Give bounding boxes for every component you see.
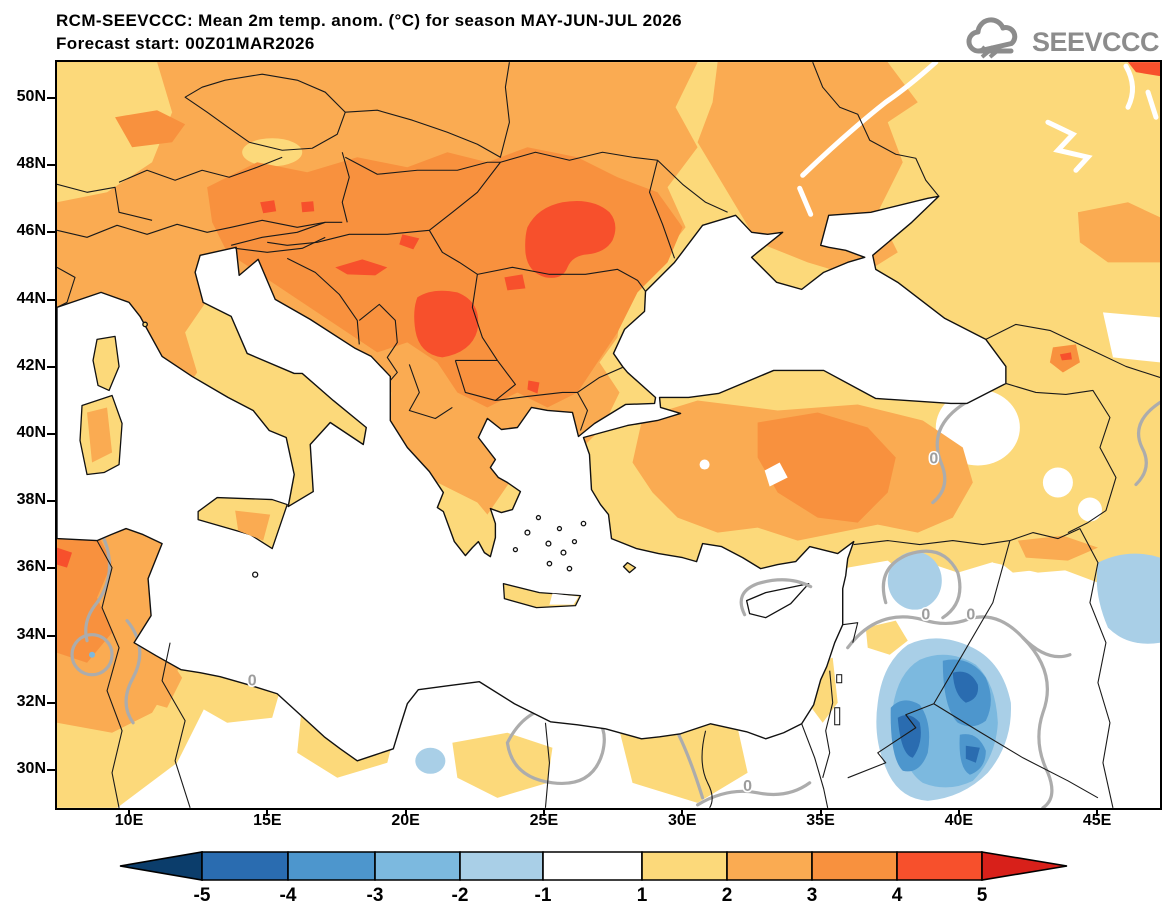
colorbar-tick-label: -3 xyxy=(367,885,384,906)
colorbar-tick-label: 4 xyxy=(892,885,903,906)
lat-tick xyxy=(47,433,55,435)
lat-tick xyxy=(47,635,55,637)
colorbar-arrow-left xyxy=(120,852,202,880)
lat-tick-label: 38N xyxy=(4,491,46,509)
lon-tick xyxy=(1096,808,1098,816)
lat-tick-label: 34N xyxy=(4,626,46,644)
lat-tick xyxy=(47,702,55,704)
lat-tick-label: 50N xyxy=(4,88,46,106)
colorbar-tick-label: 2 xyxy=(722,885,733,906)
zero-contour-label: 0 xyxy=(921,607,930,624)
colorbar-arrow-right xyxy=(982,852,1067,880)
zero-contour-label: 0 xyxy=(248,673,257,690)
title-line-1: RCM-SEEVCCC: Mean 2m temp. anom. (°C) fo… xyxy=(56,11,682,30)
lat-tick xyxy=(47,769,55,771)
lat-tick-label: 42N xyxy=(4,357,46,375)
lat-tick-label: 40N xyxy=(4,424,46,442)
colorbar-segment xyxy=(288,852,375,880)
colorbar-tick-label: -4 xyxy=(280,885,297,906)
colorbar-segment xyxy=(543,852,642,880)
colorbar-tick-label: 1 xyxy=(637,885,648,906)
lon-tick xyxy=(820,808,822,816)
lon-tick xyxy=(128,808,130,816)
colorbar-segment xyxy=(727,852,812,880)
zero-contour-label: 0 xyxy=(743,778,752,795)
colorbar-tick-label: -1 xyxy=(535,885,552,906)
colorbar-segment xyxy=(642,852,727,880)
colorbar-segment xyxy=(375,852,460,880)
lat-tick xyxy=(47,164,55,166)
lon-tick xyxy=(681,808,683,816)
lon-tick xyxy=(543,808,545,816)
colorbar: -5 -4 -3 -2 -1 1 2 3 4 5 xyxy=(0,844,1165,906)
lat-tick-label: 30N xyxy=(4,760,46,778)
colorbar-tick-label: 3 xyxy=(807,885,818,906)
lat-tick-label: 44N xyxy=(4,290,46,308)
lat-tick-label: 48N xyxy=(4,155,46,173)
colorbar-segment xyxy=(897,852,982,880)
colorbar-tick-label: 5 xyxy=(977,885,988,906)
title-line-2: Forecast start: 00Z01MAR2026 xyxy=(56,34,315,53)
lat-tick xyxy=(47,500,55,502)
map-frame: 0 0 0 0 0 xyxy=(55,60,1162,810)
map-canvas: 0 0 0 0 0 xyxy=(57,62,1160,808)
lat-tick xyxy=(47,231,55,233)
lon-tick xyxy=(405,808,407,816)
lat-tick xyxy=(47,366,55,368)
colorbar-tick-label: -2 xyxy=(452,885,469,906)
page-title: RCM-SEEVCCC: Mean 2m temp. anom. (°C) fo… xyxy=(56,9,682,55)
logo-text: SEEVCCC xyxy=(1032,27,1159,58)
zero-contour-label: 0 xyxy=(966,607,975,624)
lat-tick-label: 36N xyxy=(4,558,46,576)
colorbar-segment xyxy=(460,852,543,880)
lat-tick xyxy=(47,299,55,301)
lat-tick-label: 46N xyxy=(4,222,46,240)
lat-tick xyxy=(47,567,55,569)
lon-tick xyxy=(266,808,268,816)
colorbar-segment xyxy=(202,852,288,880)
lat-tick xyxy=(47,97,55,99)
lat-tick-label: 32N xyxy=(4,693,46,711)
weather-map-page: RCM-SEEVCCC: Mean 2m temp. anom. (°C) fo… xyxy=(0,0,1165,907)
lon-tick xyxy=(958,808,960,816)
colorbar-tick-label: -5 xyxy=(194,885,211,906)
zero-contour-label: 0 xyxy=(929,451,938,468)
colorbar-segment xyxy=(812,852,897,880)
